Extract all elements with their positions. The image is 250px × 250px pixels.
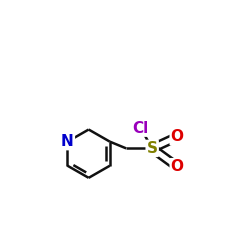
Text: S: S bbox=[147, 141, 158, 156]
Text: Cl: Cl bbox=[132, 121, 149, 136]
Text: O: O bbox=[171, 129, 184, 144]
Text: N: N bbox=[61, 134, 74, 149]
Text: O: O bbox=[171, 159, 184, 174]
